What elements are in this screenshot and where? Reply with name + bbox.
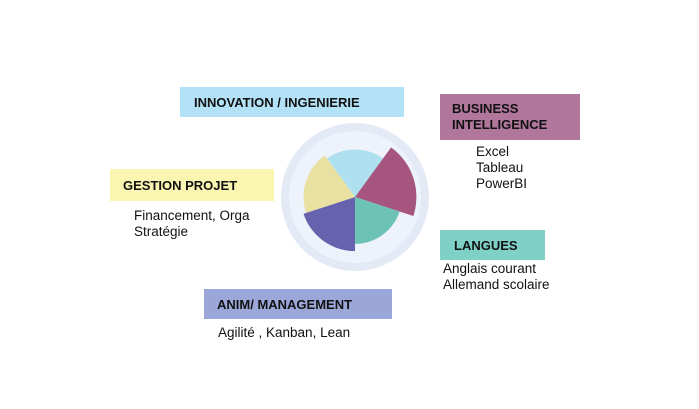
langues-title: LANGUES	[454, 237, 518, 253]
business-intelligence-title-line2: INTELLIGENCE	[452, 117, 548, 132]
management-title: ANIM/ MANAGEMENT	[217, 296, 353, 312]
wheel-segment-langues	[355, 197, 400, 244]
management-items: Agilité , Kanban, Lean	[218, 325, 350, 341]
innovation-title: INNOVATION / INGENIERIE	[194, 94, 360, 110]
wheel-segments	[303, 147, 417, 252]
langues-box: LANGUES	[440, 230, 545, 260]
management-box: ANIM/ MANAGEMENT	[204, 289, 392, 319]
gestion-projet-item: Financement, Orga	[134, 208, 250, 223]
wheel-segment-management	[303, 197, 355, 252]
business-intelligence-box: BUSINESS INTELLIGENCE	[440, 94, 580, 140]
bi-item: Excel	[476, 144, 510, 159]
langues-item: Anglais courant	[443, 261, 537, 276]
gestion-projet-title: GESTION PROJET	[123, 177, 238, 193]
bi-item: PowerBI	[476, 176, 528, 191]
business-intelligence-title-line1: BUSINESS	[452, 101, 519, 116]
wheel-segment-business-intelligence	[355, 147, 417, 216]
innovation-box: INNOVATION / INGENIERIE	[180, 87, 404, 117]
gestion-projet-box: GESTION PROJET	[110, 169, 274, 201]
bi-item: Tableau	[476, 160, 524, 175]
gestion-projet-items: Financement, Orga Stratégie	[134, 208, 250, 240]
langues-items: Anglais courant Allemand scolaire	[443, 261, 550, 293]
gestion-projet-item: Stratégie	[134, 224, 189, 239]
wheel-segment-innovation	[327, 149, 383, 197]
langues-item: Allemand scolaire	[443, 277, 550, 292]
business-intelligence-items: Excel Tableau PowerBI	[476, 144, 527, 192]
management-item: Agilité , Kanban, Lean	[218, 325, 351, 340]
wheel-segment-gestion-projet	[303, 155, 355, 213]
